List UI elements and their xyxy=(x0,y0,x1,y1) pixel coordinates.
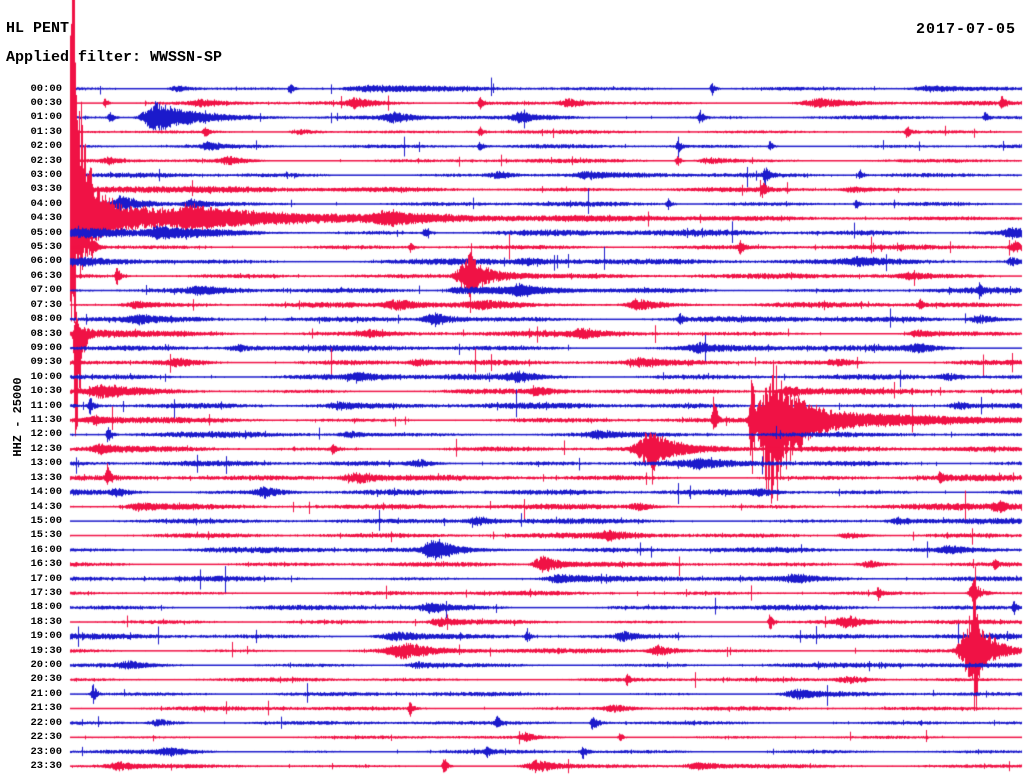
time-label-1300: 13:00 xyxy=(30,457,62,470)
time-label-0200: 02:00 xyxy=(30,140,62,153)
time-label-2330: 23:30 xyxy=(30,759,62,772)
time-label-0400: 04:00 xyxy=(30,197,62,210)
time-label-1130: 11:30 xyxy=(30,414,62,427)
time-label-0330: 03:30 xyxy=(30,183,62,196)
time-label-0130: 01:30 xyxy=(30,125,62,138)
time-label-1830: 18:30 xyxy=(30,615,62,628)
time-label-2200: 22:00 xyxy=(30,716,62,729)
time-label-0300: 03:00 xyxy=(30,168,62,181)
time-label-1900: 19:00 xyxy=(30,630,62,643)
time-label-1400: 14:00 xyxy=(30,486,62,499)
time-label-1530: 15:30 xyxy=(30,529,62,542)
time-label-0500: 05:00 xyxy=(30,226,62,239)
time-label-1600: 16:00 xyxy=(30,543,62,556)
time-label-2100: 21:00 xyxy=(30,687,62,700)
time-label-2000: 20:00 xyxy=(30,659,62,672)
time-label-1230: 12:30 xyxy=(30,442,62,455)
time-label-1630: 16:30 xyxy=(30,558,62,571)
time-label-2300: 23:00 xyxy=(30,745,62,758)
time-label-0800: 08:00 xyxy=(30,313,62,326)
time-label-0700: 07:00 xyxy=(30,284,62,297)
time-label-0000: 00:00 xyxy=(30,82,62,95)
time-label-0100: 01:00 xyxy=(30,111,62,124)
time-label-1000: 10:00 xyxy=(30,370,62,383)
time-label-0030: 00:30 xyxy=(30,96,62,109)
time-label-1200: 12:00 xyxy=(30,428,62,441)
time-label-0230: 02:30 xyxy=(30,154,62,167)
time-label-2130: 21:30 xyxy=(30,702,62,715)
time-label-1430: 14:30 xyxy=(30,500,62,513)
time-label-0900: 09:00 xyxy=(30,341,62,354)
time-label-0530: 05:30 xyxy=(30,241,62,254)
time-label-0600: 06:00 xyxy=(30,255,62,268)
time-label-1330: 13:30 xyxy=(30,471,62,484)
time-label-1100: 11:00 xyxy=(30,399,62,412)
time-label-1930: 19:30 xyxy=(30,644,62,657)
time-label-1500: 15:00 xyxy=(30,514,62,527)
time-label-2030: 20:30 xyxy=(30,673,62,686)
time-label-1030: 10:30 xyxy=(30,385,62,398)
time-label-2230: 22:30 xyxy=(30,731,62,744)
time-label-0730: 07:30 xyxy=(30,298,62,311)
time-label-0630: 06:30 xyxy=(30,269,62,282)
time-label-1730: 17:30 xyxy=(30,586,62,599)
time-label-1800: 18:00 xyxy=(30,601,62,614)
time-label-1700: 17:00 xyxy=(30,572,62,585)
time-label-0830: 08:30 xyxy=(30,327,62,340)
time-label-0430: 04:30 xyxy=(30,212,62,225)
time-label-0930: 09:30 xyxy=(30,356,62,369)
